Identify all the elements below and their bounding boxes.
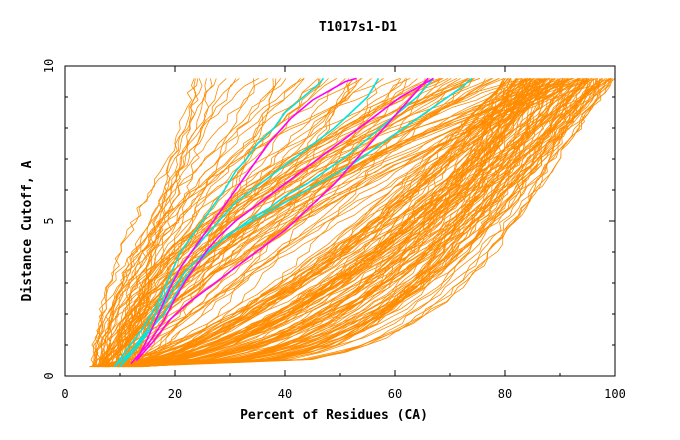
background-series-line xyxy=(113,78,551,368)
x-tick-label: 100 xyxy=(604,387,626,401)
background-series-line xyxy=(123,78,554,368)
background-series-line xyxy=(102,78,197,367)
background-series-line xyxy=(136,78,585,368)
background-series-line xyxy=(120,78,430,367)
background-series-line xyxy=(119,78,426,368)
background-series-line xyxy=(127,78,546,368)
background-series-line xyxy=(134,78,598,368)
background-series-line xyxy=(114,78,523,367)
background-series-line xyxy=(98,78,277,368)
series-line xyxy=(113,77,325,368)
x-tick-label: 40 xyxy=(278,387,292,401)
y-tick-label: 0 xyxy=(42,372,56,379)
background-series-line xyxy=(98,78,461,367)
series-line xyxy=(119,77,435,368)
background-series-line xyxy=(133,78,604,368)
chart-title: T1017s1-D1 xyxy=(319,20,397,35)
background-series-line xyxy=(124,78,542,368)
background-series-line xyxy=(139,78,469,367)
background-series-line xyxy=(129,78,594,368)
background-series-line xyxy=(122,78,611,367)
background-series-line xyxy=(118,78,590,368)
highlight-series-group xyxy=(113,77,473,368)
background-series-line xyxy=(138,78,227,367)
series-line xyxy=(113,77,380,368)
background-series-line xyxy=(127,78,372,367)
background-series-line xyxy=(133,78,610,368)
background-series-line xyxy=(116,78,287,367)
background-series-line xyxy=(100,78,531,367)
background-series-line xyxy=(135,78,528,368)
background-series-line xyxy=(104,78,452,367)
background-series-line xyxy=(96,78,543,368)
background-series-line xyxy=(104,78,532,368)
background-series-line xyxy=(101,78,545,367)
background-series-line xyxy=(131,78,255,367)
background-series-line xyxy=(94,78,548,368)
background-series-line xyxy=(104,78,606,368)
background-series-line xyxy=(142,78,601,368)
series-line xyxy=(119,77,473,368)
background-series-line xyxy=(118,78,587,368)
background-series-line xyxy=(102,78,586,368)
y-tick-label: 10 xyxy=(42,59,56,73)
background-series-line xyxy=(109,78,530,368)
background-series-line xyxy=(128,78,612,368)
background-series-line xyxy=(128,78,561,368)
background-series-line xyxy=(113,78,539,368)
background-series-line xyxy=(92,78,441,367)
background-series-line xyxy=(122,78,616,368)
background-series-line xyxy=(137,78,548,368)
background-series-line xyxy=(91,78,217,367)
background-series-line xyxy=(134,78,568,368)
x-tick-label: 80 xyxy=(498,387,512,401)
x-axis-label: Percent of Residues (CA) xyxy=(240,408,428,423)
background-series-line xyxy=(115,78,321,367)
background-series-line xyxy=(141,78,556,367)
axis-ticks: 0 20 40 60 80 100 0 5 10 xyxy=(42,59,626,401)
background-series-line xyxy=(108,78,532,368)
y-axis-label: Distance Cutoff, A xyxy=(20,160,35,301)
background-series-line xyxy=(96,78,579,367)
background-series-line xyxy=(123,78,552,368)
background-series-line xyxy=(116,78,564,368)
x-tick-label: 20 xyxy=(168,387,182,401)
background-series-line xyxy=(108,78,573,367)
background-series-line xyxy=(102,78,500,367)
series-line xyxy=(135,77,357,361)
background-series-line xyxy=(95,78,589,368)
background-series-line xyxy=(102,78,602,368)
background-series-line xyxy=(125,78,512,368)
series-line xyxy=(130,77,434,365)
y-tick-label: 5 xyxy=(42,217,56,224)
background-series-line xyxy=(102,78,305,367)
background-series-line xyxy=(126,78,527,367)
background-series-line xyxy=(93,78,338,367)
background-series-line xyxy=(99,78,363,367)
background-series-line xyxy=(124,78,444,367)
background-series-line xyxy=(104,78,305,367)
background-series-line xyxy=(101,78,511,368)
background-series-line xyxy=(132,78,580,368)
background-series-line xyxy=(105,78,507,368)
background-series-line xyxy=(136,78,511,368)
background-series-group xyxy=(89,78,616,368)
background-series-line xyxy=(130,78,565,367)
x-tick-label: 60 xyxy=(388,387,402,401)
x-tick-label: 0 xyxy=(61,387,68,401)
background-series-line xyxy=(130,78,474,368)
background-series-line xyxy=(121,78,598,368)
series-line xyxy=(135,77,429,362)
background-series-line xyxy=(106,78,569,368)
background-series-line xyxy=(137,78,588,368)
background-series-line xyxy=(130,78,384,368)
